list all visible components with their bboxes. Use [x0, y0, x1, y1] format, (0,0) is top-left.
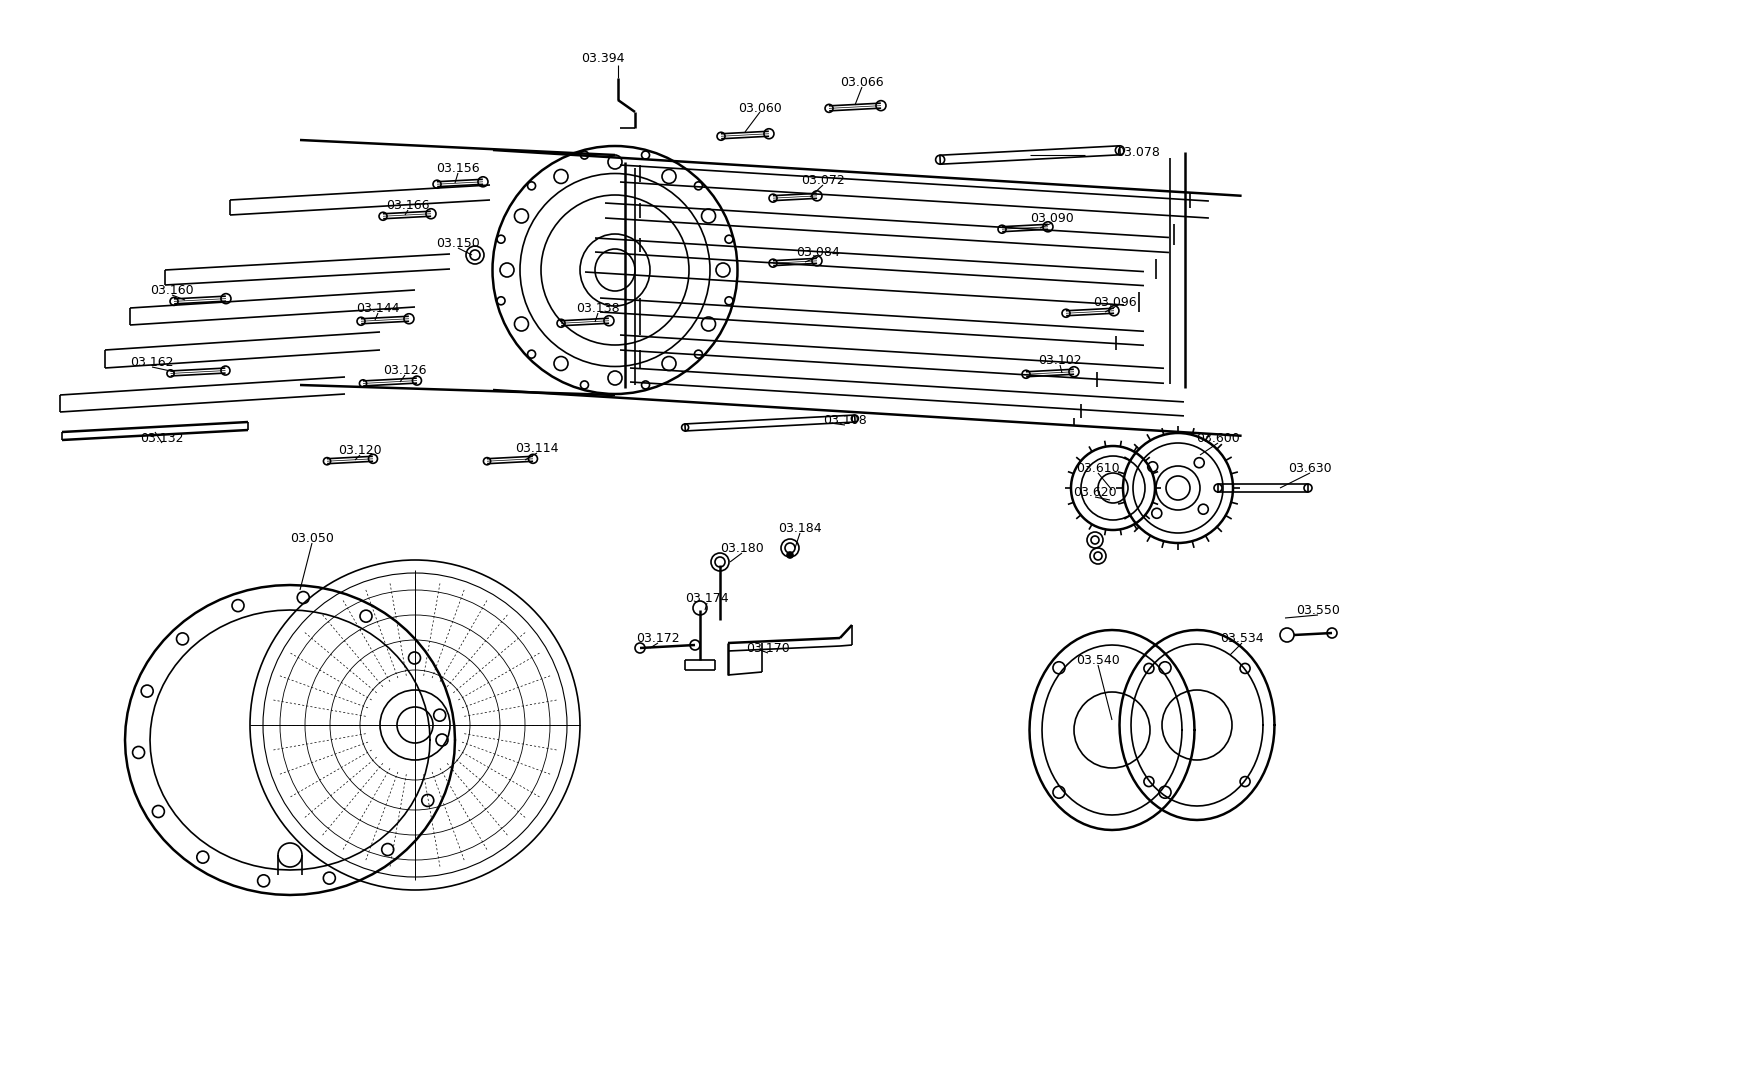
Text: 03.108: 03.108	[823, 413, 866, 427]
Text: 03.600: 03.600	[1195, 431, 1240, 444]
Text: 03.132: 03.132	[141, 431, 184, 444]
Text: 03.156: 03.156	[436, 162, 480, 174]
Text: 03.166: 03.166	[386, 199, 430, 212]
Text: 03.174: 03.174	[685, 592, 729, 605]
Text: 03.610: 03.610	[1075, 461, 1120, 474]
Text: 03.096: 03.096	[1092, 295, 1136, 308]
Text: 03.630: 03.630	[1287, 461, 1330, 474]
Text: 03.078: 03.078	[1115, 146, 1160, 158]
Text: 03.172: 03.172	[636, 631, 680, 644]
Text: 03.170: 03.170	[746, 642, 790, 655]
Text: 03.090: 03.090	[1029, 212, 1073, 225]
Text: 03.394: 03.394	[581, 51, 624, 64]
Text: 03.138: 03.138	[576, 302, 619, 315]
Text: 03.126: 03.126	[383, 364, 426, 377]
Text: 03.550: 03.550	[1296, 603, 1339, 616]
Text: 03.184: 03.184	[777, 521, 821, 535]
Text: 03.050: 03.050	[290, 532, 334, 545]
Text: 03.084: 03.084	[796, 245, 840, 259]
Text: 03.060: 03.060	[737, 102, 781, 114]
Text: 03.160: 03.160	[150, 284, 193, 296]
Text: 03.102: 03.102	[1038, 353, 1082, 367]
Text: 03.162: 03.162	[130, 355, 174, 368]
Text: 03.540: 03.540	[1075, 654, 1120, 667]
Text: 03.180: 03.180	[720, 541, 763, 554]
Text: 03.534: 03.534	[1219, 631, 1263, 644]
Text: 03.120: 03.120	[337, 443, 381, 457]
Text: 03.620: 03.620	[1073, 486, 1116, 499]
Text: 03.150: 03.150	[436, 236, 480, 249]
Text: 03.066: 03.066	[840, 76, 883, 89]
Text: 03.114: 03.114	[515, 442, 558, 455]
Circle shape	[786, 552, 793, 557]
Text: 03.072: 03.072	[800, 173, 845, 186]
Text: 03.144: 03.144	[356, 302, 400, 315]
